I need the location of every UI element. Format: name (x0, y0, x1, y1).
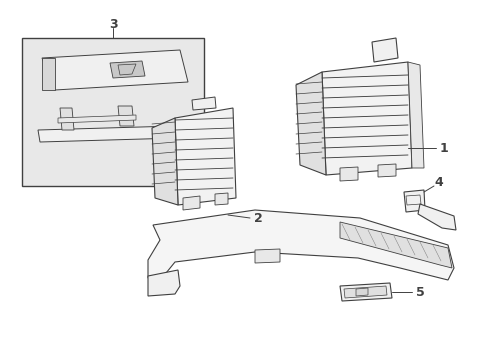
Polygon shape (110, 61, 145, 78)
Text: 2: 2 (253, 211, 262, 225)
Bar (22, 38, 203, 186)
Polygon shape (118, 106, 134, 126)
Polygon shape (339, 167, 357, 181)
Polygon shape (148, 210, 453, 280)
Polygon shape (215, 193, 227, 205)
Text: 3: 3 (108, 18, 117, 31)
Polygon shape (175, 108, 236, 205)
Polygon shape (152, 118, 178, 205)
Polygon shape (148, 270, 180, 296)
Polygon shape (355, 288, 367, 296)
Polygon shape (339, 283, 391, 301)
Polygon shape (371, 38, 397, 62)
Text: 4: 4 (433, 176, 442, 189)
Polygon shape (42, 58, 55, 90)
Polygon shape (254, 249, 280, 263)
Polygon shape (295, 72, 325, 175)
Polygon shape (321, 62, 411, 175)
Polygon shape (403, 190, 424, 212)
Text: 5: 5 (415, 285, 424, 298)
Polygon shape (407, 62, 423, 168)
Polygon shape (339, 222, 451, 268)
Polygon shape (192, 97, 216, 110)
Polygon shape (42, 50, 187, 90)
Polygon shape (38, 126, 178, 142)
Polygon shape (183, 196, 200, 210)
Polygon shape (343, 286, 386, 298)
Polygon shape (377, 164, 395, 177)
Polygon shape (60, 108, 74, 130)
Text: 1: 1 (439, 141, 448, 154)
Polygon shape (58, 115, 136, 123)
Polygon shape (417, 204, 455, 230)
